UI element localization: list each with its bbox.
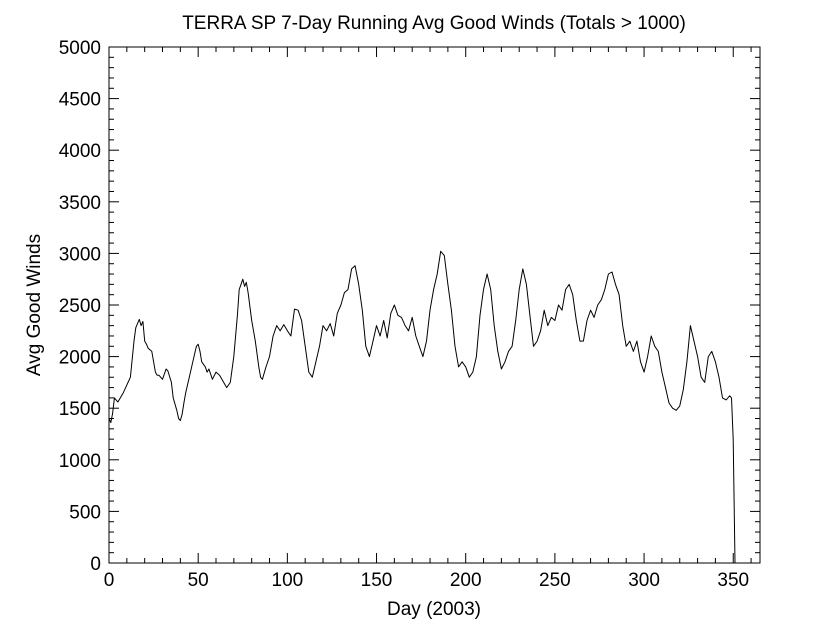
y-tick-label: 4000: [59, 141, 101, 162]
plot-frame: [108, 46, 761, 564]
y-tick-label: 2500: [59, 296, 101, 317]
y-tick-label: 3500: [59, 193, 101, 214]
x-tick-label: 300: [628, 570, 660, 591]
axis-ticks: 0 50 100 150 200 250 300 3500500100015002000250…: [59, 38, 760, 591]
x-axis-label: Day (2003): [387, 599, 481, 620]
x-tick-label: 350: [717, 570, 749, 591]
y-tick-label: 0: [90, 554, 101, 575]
y-tick-label: 1000: [59, 451, 101, 472]
x-tick-label: 200: [450, 570, 482, 591]
chart-title: TERRA SP 7-Day Running Avg Good Winds (T…: [182, 13, 686, 34]
x-tick-label: 100: [272, 570, 304, 591]
y-tick-label: 5000: [59, 38, 101, 59]
x-tick-label: 150: [361, 570, 393, 591]
y-tick-label: 2000: [59, 348, 101, 369]
series-group: [108, 250, 736, 564]
x-tick-label: 0: [104, 570, 115, 591]
y-axis-label: Avg Good Winds: [24, 234, 45, 376]
y-tick-label: 500: [69, 502, 101, 523]
y-tick-label: 1500: [59, 399, 101, 420]
y-tick-label: 4500: [59, 90, 101, 111]
series-line: [108, 250, 736, 564]
x-tick-label: 50: [188, 570, 209, 591]
x-tick-label: 250: [539, 570, 571, 591]
y-tick-label: 3000: [59, 244, 101, 265]
